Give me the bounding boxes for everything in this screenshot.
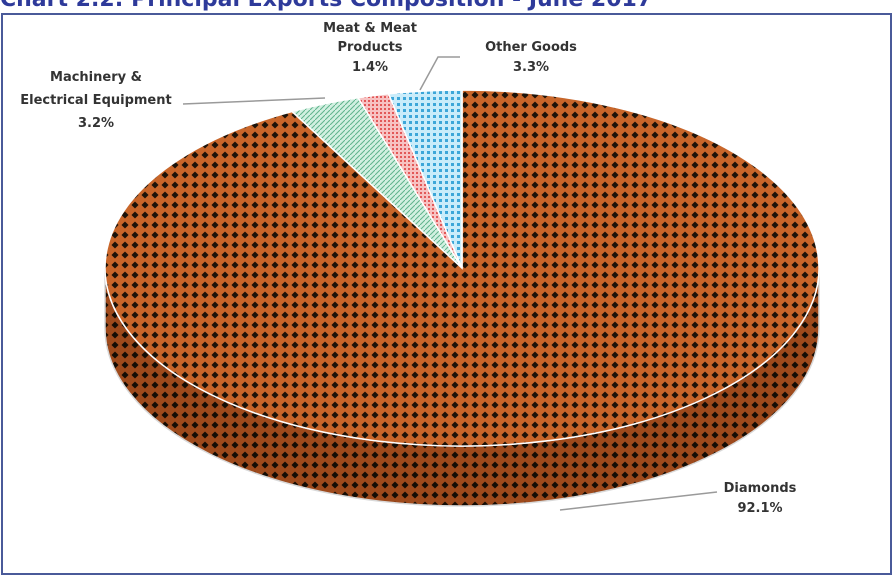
label-diamonds: Diamonds 92.1% [724, 481, 797, 516]
leader-machinery [182, 97, 326, 105]
label-diamonds-value: 92.1% [737, 501, 782, 516]
leader-diamonds [559, 491, 718, 511]
label-other-value: 3.3% [513, 60, 549, 75]
leader-lines [182, 56, 718, 511]
label-meat-value: 1.4% [352, 60, 388, 75]
label-other-line1: Other Goods [485, 40, 577, 55]
label-machinery: Machinery & Electrical Equipment 3.2% [20, 70, 171, 131]
chart-title: Chart 2.2: Principal Exports Composition… [0, 0, 896, 15]
label-other: Other Goods 3.3% [485, 40, 577, 75]
chart-frame [1, 13, 892, 575]
label-diamonds-line1: Diamonds [724, 481, 797, 496]
label-meat-line2: Products [337, 40, 402, 55]
slice-other [387, 89, 463, 269]
pie-slices [104, 89, 820, 447]
label-meat: Meat & Meat Products 1.4% [323, 21, 417, 75]
label-meat-line1: Meat & Meat [323, 21, 417, 36]
label-machinery-line1: Machinery & [50, 70, 142, 85]
leader-other [419, 56, 460, 91]
label-machinery-line2: Electrical Equipment [20, 93, 171, 108]
label-machinery-value: 3.2% [78, 116, 114, 131]
